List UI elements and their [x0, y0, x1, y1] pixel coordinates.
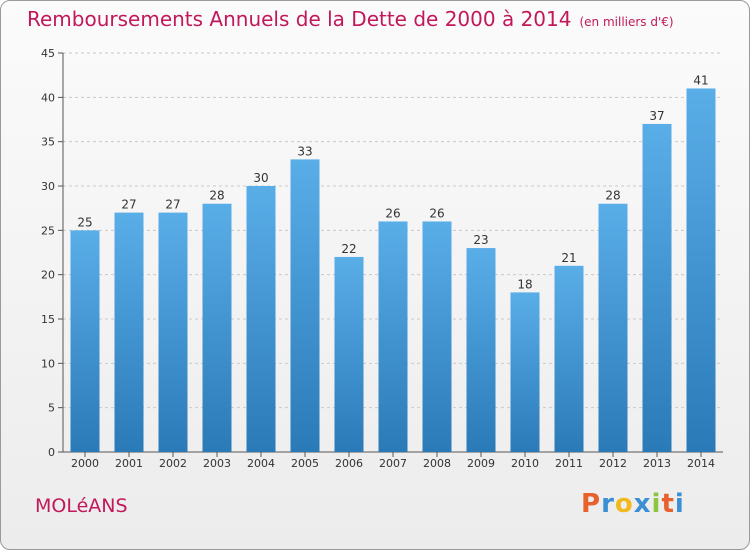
logo-letter: i	[674, 489, 685, 519]
x-tick-label: 2010	[511, 457, 539, 470]
x-tick-label: 2005	[291, 457, 319, 470]
data-label-2011: 21	[561, 251, 576, 265]
x-tick-label: 2013	[643, 457, 671, 470]
bar-2007	[378, 221, 408, 452]
x-tick-label: 2012	[599, 457, 627, 470]
x-tick-label: 2002	[159, 457, 187, 470]
data-label-2003: 28	[209, 189, 224, 203]
x-tick-label: 2014	[687, 457, 715, 470]
y-tick-label: 35	[41, 136, 55, 149]
bar-2010	[510, 292, 540, 452]
y-tick-label: 5	[48, 402, 55, 415]
bar-2011	[554, 265, 584, 452]
data-label-2001: 27	[121, 198, 136, 212]
chart-title: Remboursements Annuels de la Dette de 20…	[27, 7, 674, 31]
bar-2001	[114, 212, 144, 452]
x-tick-label: 2006	[335, 457, 363, 470]
bar-2003	[202, 203, 232, 452]
bars	[70, 88, 716, 452]
unit-note: (en milliers d'€)	[579, 15, 674, 29]
data-labels: 25 27 27 28 30 33 22 26 26 23 18 21 28 37 41	[77, 73, 708, 291]
proxiti-logo: Proxiti	[581, 489, 685, 519]
logo-letter: o	[614, 489, 634, 519]
logo-letter: P	[581, 489, 602, 519]
x-tick-label: 2001	[115, 457, 143, 470]
bar-2012	[598, 203, 628, 452]
data-label-2014: 41	[693, 73, 708, 87]
data-label-2004: 30	[253, 171, 268, 185]
x-tick-label: 2008	[423, 457, 451, 470]
data-label-2012: 28	[605, 189, 620, 203]
bar-2005	[290, 159, 320, 452]
data-label-2013: 37	[649, 109, 664, 123]
y-tick-label: 45	[41, 47, 55, 60]
chart-title-text: Remboursements Annuels de la Dette de 20…	[27, 7, 572, 31]
data-label-2010: 18	[517, 277, 532, 291]
data-label-2005: 33	[297, 144, 312, 158]
x-tick-label: 2011	[555, 457, 583, 470]
y-tick-label: 0	[48, 446, 55, 459]
x-tick-label: 2000	[71, 457, 99, 470]
logo-letter: t	[661, 489, 675, 519]
bar-2009	[466, 248, 496, 452]
y-tick-label: 30	[41, 180, 55, 193]
data-label-2008: 26	[429, 206, 444, 220]
data-label-2002: 27	[165, 198, 180, 212]
logo-letter: r	[601, 489, 615, 519]
x-tick-label: 2009	[467, 457, 495, 470]
data-label-2009: 23	[473, 233, 488, 247]
y-tick-label: 15	[41, 313, 55, 326]
logo-letter: i	[651, 489, 662, 519]
y-tick-label: 25	[41, 224, 55, 237]
data-label-2007: 26	[385, 206, 400, 220]
commune-name: MOLéANS	[35, 495, 128, 517]
y-tick-label: 10	[41, 357, 55, 370]
bar-2013	[642, 123, 672, 452]
y-tick-label: 40	[41, 91, 55, 104]
x-tick-label: 2004	[247, 457, 275, 470]
data-label-2006: 22	[341, 242, 356, 256]
data-label-2000: 25	[77, 215, 92, 229]
y-tick-label: 20	[41, 269, 55, 282]
bar-2006	[334, 256, 364, 452]
logo-letter: x	[633, 489, 652, 519]
bar-2000	[70, 230, 100, 452]
bar-2002	[158, 212, 188, 452]
bar-2004	[246, 186, 276, 452]
bar-2014	[686, 88, 716, 452]
x-tick-label: 2003	[203, 457, 231, 470]
bar-2008	[422, 221, 452, 452]
x-tick-label: 2007	[379, 457, 407, 470]
